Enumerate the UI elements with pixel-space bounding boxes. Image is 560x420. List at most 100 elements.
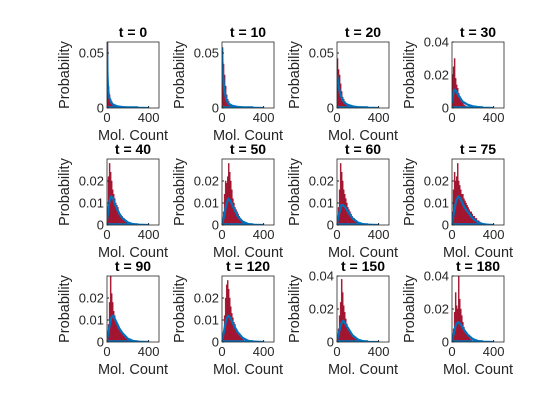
y-tick-label: 0.01 xyxy=(424,196,449,211)
marks-group xyxy=(337,58,379,108)
y-axis-label: Probability xyxy=(57,274,73,342)
y-tick-label: 0 xyxy=(442,335,449,350)
x-tick-label: 0 xyxy=(333,344,340,359)
fit-line xyxy=(107,195,149,225)
subplot-title: t = 180 xyxy=(456,258,500,274)
x-axis-label: Mol. Count xyxy=(328,362,398,378)
axes-box xyxy=(336,41,390,109)
subplot-panel: 0 400 0 0.01 0.02 t = 60 Mol. Count Probability xyxy=(287,141,398,261)
x-tick-label: 400 xyxy=(483,344,505,359)
subplot-title: t = 90 xyxy=(115,258,151,274)
subplot-panel: 0 400 0 0.05 t = 0 Mol. Count Probability xyxy=(57,24,168,144)
y-tick-label: 0.01 xyxy=(309,196,334,211)
x-axis-label: Mol. Count xyxy=(328,245,398,261)
y-axis-label: Probability xyxy=(287,40,303,108)
fit-line xyxy=(222,197,264,225)
x-tick-label: 0 xyxy=(103,110,110,125)
axes-box xyxy=(106,275,160,343)
subplot-panel: 0 400 0 0.01 0.02 t = 50 Mol. Count Probability xyxy=(172,141,283,261)
axes-box xyxy=(106,158,160,226)
subplot-title: t = 30 xyxy=(460,24,496,40)
plot-area xyxy=(107,42,159,108)
fit-line xyxy=(222,47,264,108)
y-axis-label: Probability xyxy=(402,157,418,225)
axes-box xyxy=(106,41,160,109)
subplot-panel: 0 400 0 0.01 0.02 t = 75 Mol. Count Probability xyxy=(402,141,513,261)
subplot-panel: 0 400 0 0.05 t = 20 Mol. Count Probability xyxy=(287,24,398,144)
y-tick-label: 0.05 xyxy=(194,46,219,61)
y-tick-label: 0.04 xyxy=(424,35,449,50)
y-tick-label: 0.01 xyxy=(79,313,104,328)
y-tick-label: 0.02 xyxy=(424,302,449,317)
x-tick-label: 0 xyxy=(218,227,225,242)
y-tick-label: 0 xyxy=(442,101,449,116)
x-tick-label: 400 xyxy=(253,227,275,242)
x-tick-label: 0 xyxy=(218,110,225,125)
y-tick-label: 0.05 xyxy=(309,46,334,61)
axes-box xyxy=(336,158,390,226)
marks-group xyxy=(107,276,149,342)
x-tick-label: 0 xyxy=(448,110,455,125)
y-tick-label: 0.04 xyxy=(309,269,334,284)
fit-line xyxy=(452,195,494,225)
y-tick-label: 0.02 xyxy=(309,174,334,189)
y-tick-label: 0 xyxy=(327,335,334,350)
y-tick-label: 0 xyxy=(212,218,219,233)
y-axis-label: Probability xyxy=(57,157,73,225)
marks-group xyxy=(452,58,494,108)
subplot-panel: 0 400 0 0.01 0.02 t = 120 Mol. Count Probabilit… xyxy=(172,258,283,378)
y-axis-label: Probability xyxy=(57,40,73,108)
y-tick-label: 0.01 xyxy=(194,313,219,328)
x-tick-label: 400 xyxy=(253,110,275,125)
y-tick-label: 0.02 xyxy=(79,291,104,306)
marks-group xyxy=(222,163,264,225)
x-tick-label: 400 xyxy=(368,110,390,125)
subplot-panel: 0 400 0 0.02 0.04 t = 180 Mol. Count Probabilit… xyxy=(402,258,513,378)
x-tick-label: 0 xyxy=(448,344,455,359)
x-tick-label: 0 xyxy=(103,227,110,242)
x-axis-label: Mol. Count xyxy=(98,128,168,144)
subplot-panel: 0 400 0 0.01 0.02 t = 90 Mol. Count Probability xyxy=(57,258,168,378)
y-tick-label: 0 xyxy=(97,335,104,350)
y-tick-label: 0.02 xyxy=(309,302,334,317)
subplot-title: t = 120 xyxy=(226,258,270,274)
axes-box xyxy=(451,158,505,226)
y-tick-label: 0.02 xyxy=(79,174,104,189)
fit-line xyxy=(107,314,149,342)
y-tick-label: 0.02 xyxy=(194,291,219,306)
y-tick-label: 0.02 xyxy=(424,68,449,83)
plot-area xyxy=(222,42,274,108)
subplot-title: t = 40 xyxy=(115,141,151,157)
y-tick-label: 0 xyxy=(97,218,104,233)
x-tick-label: 400 xyxy=(138,110,160,125)
y-tick-label: 0.02 xyxy=(424,174,449,189)
y-axis-label: Probability xyxy=(287,157,303,225)
subplot-title: t = 0 xyxy=(119,24,148,40)
subplot-title: t = 60 xyxy=(345,141,381,157)
y-tick-label: 0.02 xyxy=(194,174,219,189)
x-axis-label: Mol. Count xyxy=(213,245,283,261)
x-tick-label: 400 xyxy=(368,344,390,359)
axes-box xyxy=(221,41,275,109)
x-tick-label: 0 xyxy=(218,344,225,359)
fit-line xyxy=(222,314,264,342)
x-tick-label: 400 xyxy=(138,227,160,242)
subplot-title: t = 10 xyxy=(230,24,266,40)
y-tick-label: 0.01 xyxy=(79,196,104,211)
y-axis-label: Probability xyxy=(287,274,303,342)
subplot-panel: 0 400 0 0.05 t = 10 Mol. Count Probability xyxy=(172,24,283,144)
x-axis-label: Mol. Count xyxy=(98,245,168,261)
x-tick-label: 0 xyxy=(103,344,110,359)
marks-group xyxy=(222,280,264,342)
fit-line xyxy=(337,319,379,342)
fit-line xyxy=(337,204,379,225)
marks-group xyxy=(337,279,379,342)
fit-line xyxy=(337,74,379,108)
subplot-panel: 0 400 0 0.01 0.02 t = 40 Mol. Count Probability xyxy=(57,141,168,261)
marks-group xyxy=(222,47,264,108)
x-tick-label: 400 xyxy=(368,227,390,242)
subplot-title: t = 50 xyxy=(230,141,266,157)
x-axis-label: Mol. Count xyxy=(98,362,168,378)
x-axis-label: Mol. Count xyxy=(328,128,398,144)
y-tick-label: 0 xyxy=(327,101,334,116)
